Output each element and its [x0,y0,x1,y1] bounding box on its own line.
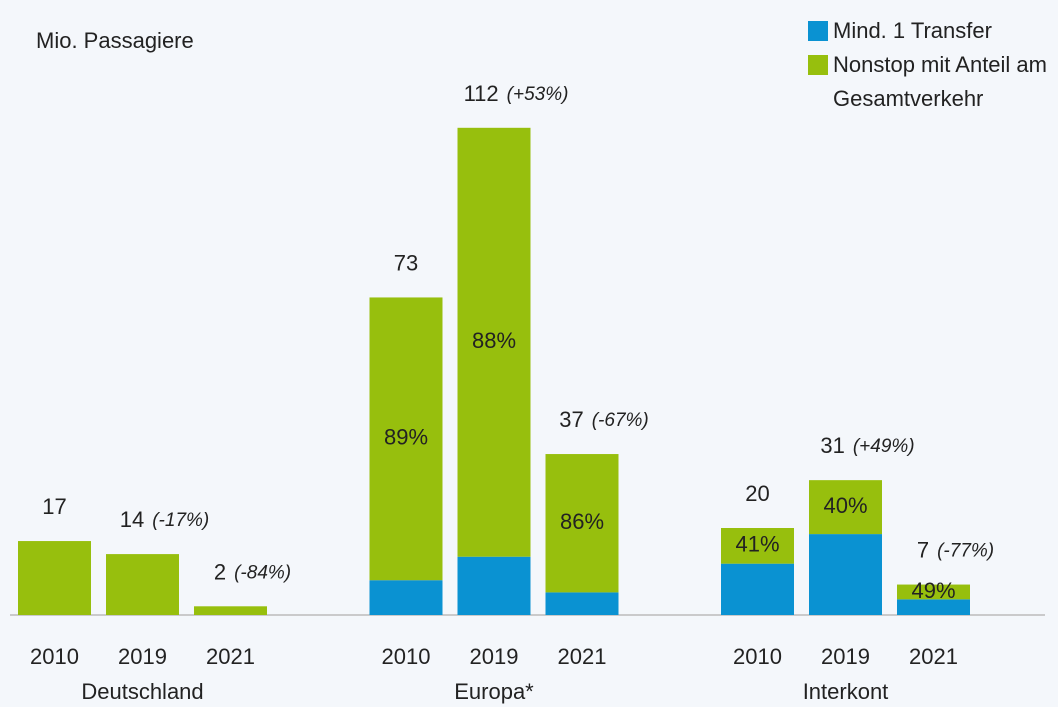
share-label: 88% [472,328,516,353]
legend-item: Nonstop mit Anteil am Gesamtverkehr [808,48,1053,116]
share-label: 40% [823,493,867,518]
bar-segment [897,599,970,615]
change-label: (-17%) [152,510,209,531]
bar-segment [545,592,619,615]
total-value: 17 [42,494,66,519]
group-label: Interkont [803,679,889,704]
chart-title: Mio. Passagiere [36,28,194,53]
legend-item: Mind. 1 Transfer [808,14,1053,48]
total-value: 2 [214,559,226,584]
change-label: (+49%) [853,436,915,457]
x-tick-label: 2021 [909,644,958,669]
x-tick-label: 2019 [118,644,167,669]
x-tick-label: 2021 [558,644,607,669]
total-value: 112 [464,81,499,106]
total-label: 20 [745,481,769,506]
x-tick-label: 2010 [733,644,782,669]
legend-swatch [808,21,828,41]
x-tick-label: 2019 [470,644,519,669]
x-tick-label: 2010 [382,644,431,669]
x-tick-label: 2021 [206,644,255,669]
x-tick-label: 2010 [30,644,79,669]
legend-label: Mind. 1 Transfer [833,18,992,43]
bar-segment [457,127,531,557]
change-label: (-77%) [937,541,994,562]
bar-segment [721,528,794,564]
total-label: 73 [394,250,418,275]
share-label: 86% [560,509,604,534]
group-label: Deutschland [81,679,203,704]
legend-swatch [808,55,828,75]
total-label: 14 (-17%) [120,507,210,532]
total-label: 2 (-84%) [214,559,291,584]
total-value: 14 [120,507,144,532]
share-label: 49% [911,578,955,603]
total-label: 31 (+49%) [820,433,914,458]
bar-segment [369,580,443,615]
legend: Mind. 1 Transfer Nonstop mit Anteil am Ge… [808,14,1053,116]
bar-segment [545,454,619,593]
total-label: 37 (-67%) [559,407,649,432]
bar-segment [457,556,531,615]
total-value: 31 [820,433,844,458]
bar-segment [194,606,267,615]
total-value: 20 [745,481,769,506]
change-label: (-67%) [592,410,649,431]
total-label: 17 [42,494,66,519]
share-label: 89% [384,425,428,450]
bar-segment [106,554,179,615]
total-label: 112 (+53%) [464,81,569,106]
total-value: 37 [559,407,583,432]
group-label: Europa* [454,679,534,704]
change-label: (-84%) [234,562,291,583]
change-label: (+53%) [507,84,569,105]
share-label: 41% [735,532,779,557]
x-tick-label: 2019 [821,644,870,669]
bar-segment [897,584,970,600]
total-value: 73 [394,250,418,275]
bar-segment [809,534,882,615]
total-label: 7 (-77%) [917,537,994,562]
bar-segment [721,563,794,615]
legend-label: Nonstop mit Anteil am Gesamtverkehr [833,52,1047,111]
bar-segment [369,297,443,581]
bar-segment [18,541,91,615]
bar-segment [809,480,882,535]
total-value: 7 [917,537,929,562]
